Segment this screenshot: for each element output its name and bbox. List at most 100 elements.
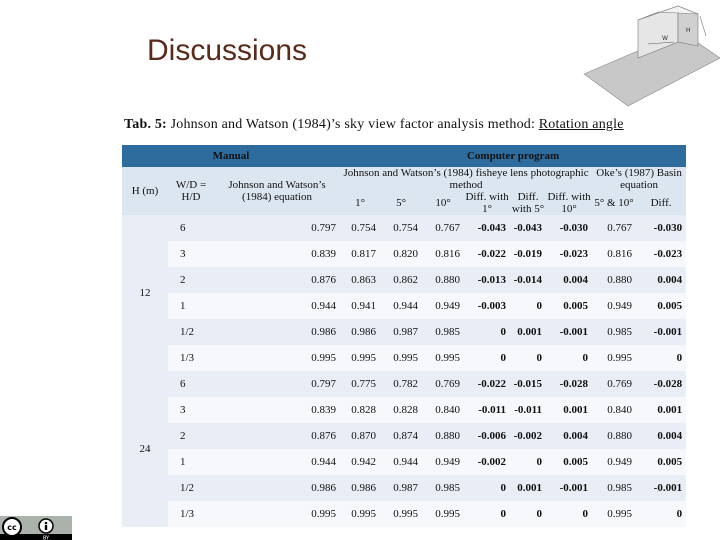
value-cell: 0.944 <box>380 449 423 475</box>
value-cell: 0.876 <box>214 267 341 293</box>
value-cell: 0.005 <box>546 293 593 319</box>
value-cell: 0 <box>546 501 593 527</box>
value-cell: 0.840 <box>592 397 637 423</box>
value-cell: 0 <box>464 475 511 501</box>
value-cell: 0.986 <box>214 475 341 501</box>
group-header-computer: Computer program <box>340 145 687 167</box>
wd-cell: 1/2 <box>168 475 214 501</box>
h-value-cell: 24 <box>122 371 168 527</box>
value-cell: 0.001 <box>510 319 547 345</box>
value-cell: 0.828 <box>340 397 381 423</box>
table-row: 12 6 0.797 0.754 0.754 0.767 -0.043 -0.043 -0.03… <box>122 215 687 371</box>
value-cell: -0.022 <box>464 371 511 397</box>
value-cell: 0.839 <box>214 397 341 423</box>
value-cell: 0.986 <box>214 319 341 345</box>
value-cell: 0.944 <box>214 449 341 475</box>
caption-underlined: Rotation angle <box>538 117 624 132</box>
value-cell: 0.767 <box>422 215 465 241</box>
table-row: 2 0.876 0.870 0.874 0.880 -0.006 -0.002 0.004 0.… <box>122 423 687 449</box>
value-cell: 0.985 <box>592 475 637 501</box>
value-cell: 0.840 <box>422 397 465 423</box>
value-cell: -0.030 <box>546 215 593 241</box>
value-cell: 0.004 <box>546 267 593 293</box>
value-cell: 0.863 <box>340 267 381 293</box>
value-cell: 0.001 <box>546 397 593 423</box>
value-cell: 0.870 <box>340 423 381 449</box>
label-h: H <box>686 27 691 34</box>
svg-text:cc: cc <box>7 523 17 532</box>
value-cell: 0.995 <box>592 501 637 527</box>
sub-header-diff-1: Diff. with 1° <box>464 191 511 215</box>
value-cell: -0.028 <box>636 371 687 397</box>
table-row: 1 0.944 0.942 0.944 0.949 -0.002 0 0.005 0.949 0.… <box>122 449 687 475</box>
value-cell: 0.820 <box>380 241 423 267</box>
value-cell: 0.782 <box>380 371 423 397</box>
value-cell: 0.005 <box>636 293 687 319</box>
value-cell: -0.022 <box>464 241 511 267</box>
value-cell: 0.949 <box>422 449 465 475</box>
value-cell: 0.880 <box>422 423 465 449</box>
value-cell: -0.019 <box>510 241 547 267</box>
table-row: 1/2 0.986 0.986 0.987 0.985 0 0.001 -0.001 0.985… <box>122 319 687 345</box>
wd-cell: 1 <box>168 293 214 319</box>
value-cell: 0.987 <box>380 475 423 501</box>
value-cell: 0.828 <box>380 397 423 423</box>
value-cell: -0.028 <box>546 371 593 397</box>
col-header-jw-equation: Johnson and Watson’s (1984) equation <box>214 167 341 215</box>
value-cell: 0.995 <box>422 501 465 527</box>
value-cell: 0 <box>464 345 511 371</box>
value-cell: 0.949 <box>422 293 465 319</box>
value-cell: 0.995 <box>592 345 637 371</box>
sub-header-5deg: 5° <box>380 191 423 215</box>
col-header-wd: W/D = H/D <box>168 167 214 215</box>
col-header-jw-fisheye: Johnson and Watson’s (1984) fisheye lens… <box>340 167 593 191</box>
value-cell: 0.949 <box>592 449 637 475</box>
value-cell: -0.001 <box>546 475 593 501</box>
value-cell: -0.023 <box>636 241 687 267</box>
value-cell: 0.985 <box>592 319 637 345</box>
value-cell: -0.006 <box>464 423 511 449</box>
wd-cell: 1/3 <box>168 345 214 371</box>
h-value-cell: 12 <box>122 215 168 371</box>
value-cell: 0.986 <box>340 319 381 345</box>
value-cell: 0.797 <box>214 371 341 397</box>
value-cell: 0 <box>636 501 687 527</box>
value-cell: 0.767 <box>592 215 637 241</box>
table-row: 2 0.876 0.863 0.862 0.880 -0.013 -0.014 0.004 0.… <box>122 267 687 293</box>
value-cell: 0.005 <box>636 449 687 475</box>
value-cell: -0.030 <box>636 215 687 241</box>
value-cell: 0.005 <box>546 449 593 475</box>
wd-cell: 1/3 <box>168 501 214 527</box>
col-header-h: H (m) <box>122 167 168 215</box>
value-cell: 0 <box>464 501 511 527</box>
value-cell: -0.043 <box>510 215 547 241</box>
value-cell: 0.880 <box>592 423 637 449</box>
value-cell: -0.013 <box>464 267 511 293</box>
value-cell: 0.944 <box>214 293 341 319</box>
by-label: BY <box>43 535 50 540</box>
cc-icon <box>2 517 22 537</box>
value-cell: 0.949 <box>592 293 637 319</box>
wd-cell: 2 <box>168 267 214 293</box>
value-cell: 0.754 <box>380 215 423 241</box>
table-caption: Tab. 5: Johnson and Watson (1984)’s sky … <box>124 117 694 133</box>
table-row: 1/3 0.995 0.995 0.995 0.995 0 0 0 0.995 0 <box>122 501 687 527</box>
value-cell: -0.001 <box>636 319 687 345</box>
wd-cell: 1/2 <box>168 319 214 345</box>
value-cell: 0 <box>636 345 687 371</box>
sky-view-factor-table: Manual Computer program H (m) W/D = H/D … <box>122 145 687 527</box>
wd-cell: 1 <box>168 449 214 475</box>
value-cell: -0.043 <box>464 215 511 241</box>
wd-cell: 2 <box>168 423 214 449</box>
wd-cell: 6 <box>168 215 214 241</box>
value-cell: 0.995 <box>340 345 381 371</box>
value-cell: 0.944 <box>380 293 423 319</box>
value-cell: 0.995 <box>340 501 381 527</box>
col-header-oke: Oke’s (1987) Basin equation <box>592 167 687 191</box>
value-cell: 0 <box>510 449 547 475</box>
value-cell: -0.015 <box>510 371 547 397</box>
value-cell: 0 <box>510 293 547 319</box>
value-cell: 0.797 <box>214 215 341 241</box>
value-cell: 0.775 <box>340 371 381 397</box>
value-cell: 0.754 <box>340 215 381 241</box>
